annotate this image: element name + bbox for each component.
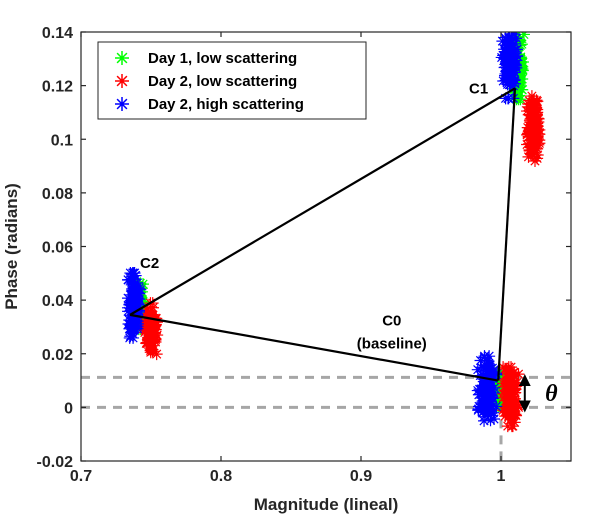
y-tick-label: 0.04 (42, 293, 73, 310)
legend-label-2: Day 2, low scattering (148, 73, 297, 90)
x-tick-label: 0.7 (70, 468, 92, 485)
y-tick-label: 0.14 (42, 25, 73, 42)
legend-marker-3 (115, 97, 129, 111)
cluster-markers (495, 32, 524, 105)
x-tick-label: 1 (497, 468, 506, 485)
y-tick-label: 0 (64, 400, 73, 417)
y-tick-label: 0.02 (42, 347, 73, 364)
annotation-4: (baseline) (357, 335, 427, 352)
y-axis-label: Phase (radians) (2, 183, 21, 310)
series-2-cluster-2 (138, 297, 164, 361)
legend-box (97, 41, 367, 120)
annotations: C1 C2 C0 (baseline) θ (140, 81, 558, 413)
x-tick-label: 0.9 (350, 468, 372, 485)
y-tick-label: -0.02 (37, 454, 74, 471)
annotation-3: C0 (382, 313, 401, 330)
legend-label-1: Day 1, low scattering (148, 50, 297, 67)
triangle-edge-2 (497, 88, 517, 381)
series-2-points (138, 90, 546, 433)
legend-marker-1 (115, 51, 129, 65)
scatter-clusters (122, 32, 546, 433)
series-3-cluster-3 (495, 32, 524, 105)
triangle-lines (129, 87, 517, 382)
series-2-cluster-1 (497, 361, 525, 433)
axes: 0.7 0.8 0.9 1 -0.02 0 0.02 0.04 0.06 0.08 0.1 0.12 0… (2, 25, 572, 514)
y-tick-label: 0.12 (42, 79, 73, 96)
y-tick-label: 0.06 (42, 240, 73, 257)
cluster-markers (521, 90, 546, 167)
triangle-edge-1 (129, 87, 516, 316)
annotation-5: θ (545, 381, 558, 407)
series-3-cluster-1 (471, 350, 503, 427)
x-tick-label: 0.8 (210, 468, 232, 485)
annotation-2: C2 (140, 255, 159, 272)
x-axis-label: Magnitude (lineal) (254, 495, 399, 514)
series-2-cluster-3 (521, 90, 546, 167)
triangle-edge-3 (129, 313, 499, 382)
annotation-1: C1 (469, 81, 488, 98)
y-tick-label: 0.1 (51, 132, 73, 149)
legend: Day 1, low scattering Day 2, low scatteri… (97, 41, 367, 120)
cluster-markers (497, 361, 525, 433)
legend-marker-2 (115, 74, 129, 88)
y-tick-label: 0.08 (42, 186, 73, 203)
legend-label-3: Day 2, high scattering (148, 96, 304, 113)
cluster-markers (471, 350, 503, 427)
cluster-markers (138, 297, 164, 361)
